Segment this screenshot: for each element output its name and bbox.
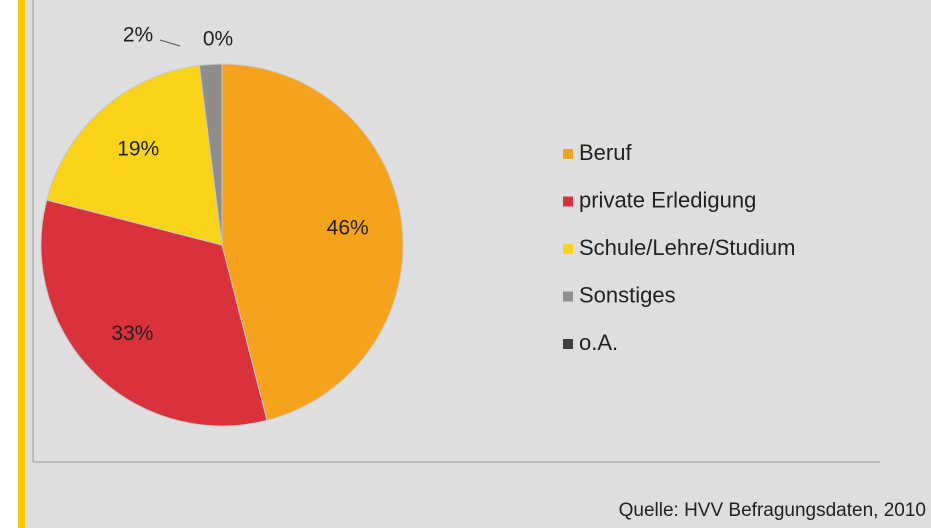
- data-label: 2%: [123, 24, 153, 47]
- legend-swatch: [563, 149, 573, 159]
- pie-slice: [221, 63, 404, 421]
- leader-line: [159, 39, 181, 47]
- legend-label: private Erledigung: [579, 187, 756, 212]
- legend-swatch: [563, 339, 573, 349]
- legend-swatch: [563, 291, 573, 302]
- legend-label: Schule/Lehre/Studium: [579, 235, 795, 260]
- legend-swatch: [563, 244, 573, 254]
- legend-swatch: [563, 196, 573, 207]
- legend-label: Beruf: [579, 140, 632, 165]
- accent-bar: [18, 0, 25, 528]
- data-label: 33%: [111, 322, 153, 345]
- legend-label: Sonstiges: [579, 282, 676, 307]
- pie-slice: [40, 199, 268, 427]
- data-label: 46%: [327, 217, 369, 240]
- pie-slice: [46, 64, 223, 246]
- source-note: Quelle: HVV Befragungsdaten, 2010: [619, 500, 926, 521]
- data-label: 19%: [117, 138, 159, 161]
- legend-label: o.A.: [579, 330, 618, 355]
- data-label: 0%: [203, 28, 233, 51]
